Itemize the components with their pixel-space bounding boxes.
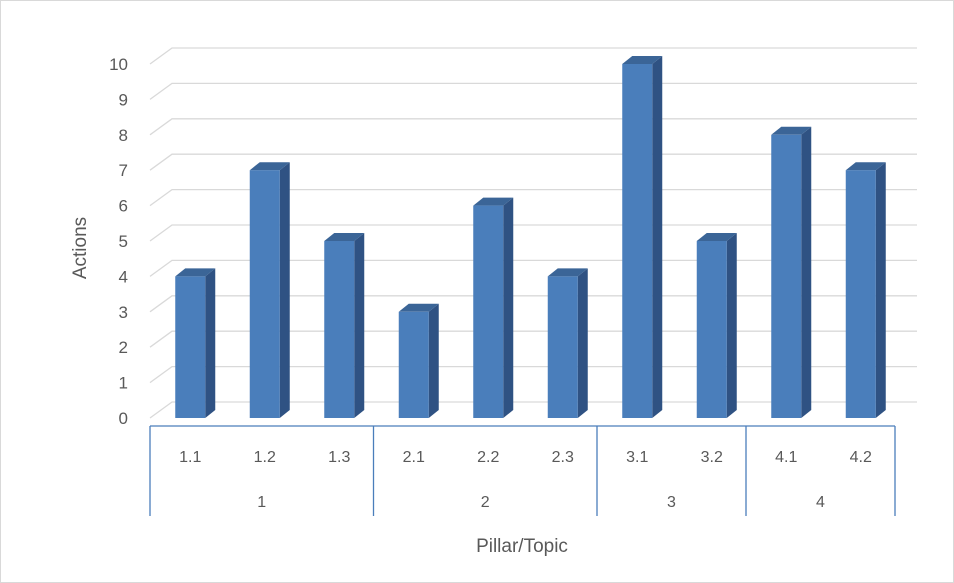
bar-top bbox=[398, 303, 439, 312]
x-tick-label: 3.2 bbox=[701, 449, 723, 466]
gridline bbox=[149, 188, 917, 207]
bars bbox=[175, 56, 886, 419]
x-tick-label: 4.2 bbox=[850, 449, 872, 466]
y-tick-label: 1 bbox=[119, 374, 128, 393]
bar-side bbox=[354, 233, 365, 418]
bar-top bbox=[473, 197, 514, 206]
y-tick-label: 9 bbox=[119, 90, 128, 109]
gridline bbox=[149, 118, 917, 136]
gridline bbox=[149, 47, 917, 65]
gridline bbox=[149, 401, 917, 419]
y-tick-label: 2 bbox=[119, 338, 128, 357]
y-tick-label: 6 bbox=[119, 197, 128, 216]
bar bbox=[175, 268, 216, 418]
bar-top bbox=[175, 268, 216, 277]
gridlines bbox=[149, 47, 917, 419]
bar-front bbox=[473, 205, 504, 418]
bar-side bbox=[428, 303, 439, 418]
bar-side bbox=[279, 162, 290, 418]
x-tick-label: 4.1 bbox=[775, 449, 797, 466]
x-axis-title: Pillar/Topic bbox=[476, 536, 568, 557]
x-group-label: 2 bbox=[481, 494, 490, 511]
bar-side bbox=[801, 126, 812, 419]
x-tick-label: 1.3 bbox=[328, 449, 350, 466]
y-tick-label: 3 bbox=[119, 303, 128, 322]
bar-top bbox=[324, 233, 365, 241]
gridline bbox=[149, 259, 917, 277]
bar-front bbox=[175, 276, 206, 418]
bar bbox=[622, 56, 663, 418]
gridline bbox=[149, 153, 917, 171]
x-group-label: 4 bbox=[816, 494, 825, 511]
bar-side bbox=[577, 268, 588, 418]
gridline bbox=[149, 224, 917, 242]
bar-top bbox=[622, 56, 663, 64]
bar bbox=[845, 162, 886, 418]
y-tick-label: 0 bbox=[119, 409, 128, 428]
bar-side bbox=[652, 56, 663, 418]
x-tick-label: 2.1 bbox=[403, 449, 425, 466]
gridline bbox=[149, 365, 917, 384]
y-axis-ticks: 0 1 2 3 4 5 6 7 8 9 10 bbox=[109, 55, 128, 428]
bar-top bbox=[547, 268, 588, 277]
y-tick-label: 4 bbox=[119, 267, 128, 286]
bar-front bbox=[324, 241, 355, 418]
bar bbox=[324, 233, 365, 418]
bar-side bbox=[503, 197, 514, 418]
bar-top bbox=[696, 233, 737, 241]
x-tick-label: 1.1 bbox=[179, 449, 201, 466]
y-tick-label: 7 bbox=[119, 161, 128, 180]
bar bbox=[547, 268, 588, 418]
bar-side bbox=[875, 162, 886, 418]
bar-front bbox=[547, 276, 578, 418]
y-tick-label: 5 bbox=[119, 232, 128, 251]
x-group-label: 3 bbox=[667, 494, 676, 511]
y-tick-label: 10 bbox=[109, 55, 128, 74]
bar-front bbox=[398, 311, 429, 418]
bar bbox=[473, 197, 514, 418]
bar-front bbox=[622, 64, 653, 418]
bar-front bbox=[249, 170, 280, 418]
bar-side bbox=[726, 233, 737, 418]
x-tick-label: 2.2 bbox=[477, 449, 499, 466]
bar-top bbox=[845, 162, 886, 171]
bar-front bbox=[771, 134, 802, 419]
bar-side bbox=[205, 268, 216, 418]
y-tick-label: 8 bbox=[119, 126, 128, 145]
x-group-label: 1 bbox=[257, 494, 266, 511]
x-axis: 1.1 1.2 1.3 1 2.1 2.2 2.3 2 3.1 3.2 3 4.1 4.2 4 bbox=[149, 425, 896, 516]
gridline bbox=[149, 82, 917, 100]
bar bbox=[249, 162, 290, 418]
bar bbox=[398, 303, 439, 418]
bar-top bbox=[249, 162, 290, 171]
gridline bbox=[149, 295, 917, 313]
y-axis-title: Actions bbox=[70, 217, 91, 279]
x-tick-label: 2.3 bbox=[552, 449, 574, 466]
bar-front bbox=[696, 241, 727, 418]
x-tick-label: 3.1 bbox=[626, 449, 648, 466]
x-tick-label: 1.2 bbox=[254, 449, 276, 466]
bar bbox=[771, 126, 812, 419]
bar-top bbox=[771, 126, 812, 135]
gridline bbox=[149, 330, 917, 348]
bar-front bbox=[845, 170, 876, 418]
bar bbox=[696, 233, 737, 418]
